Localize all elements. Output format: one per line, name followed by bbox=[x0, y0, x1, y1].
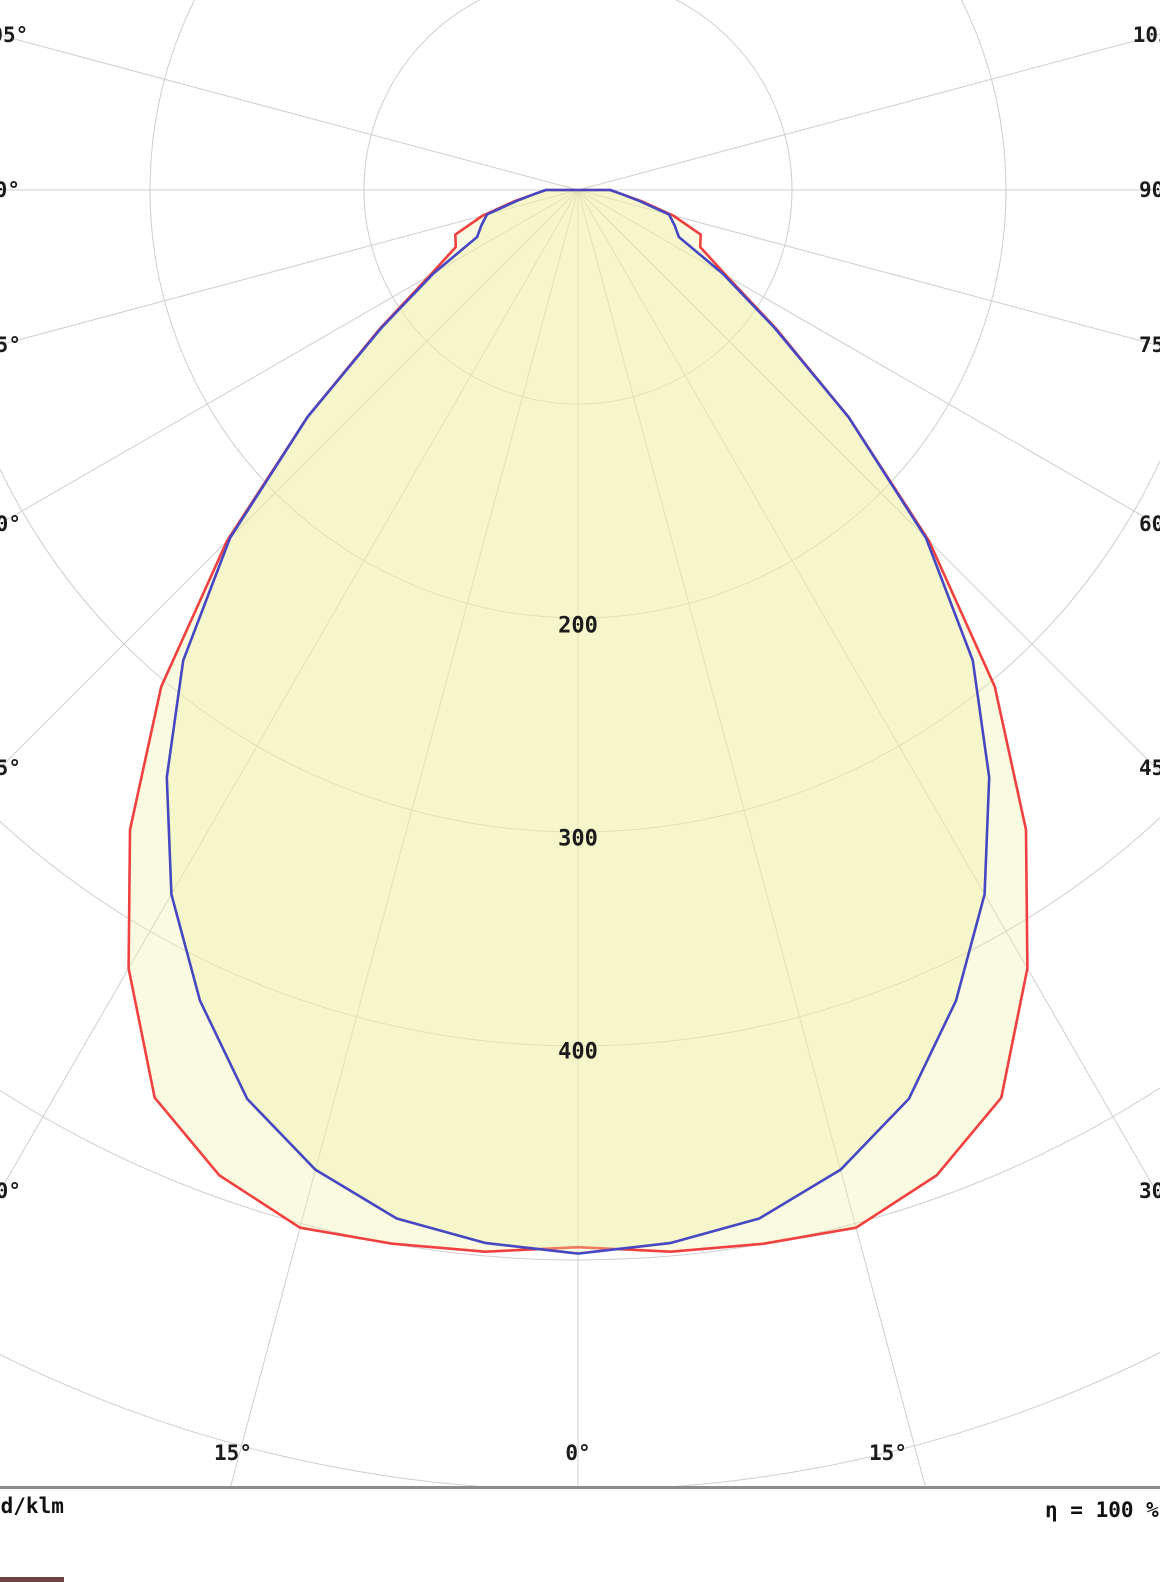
grid-radial-line bbox=[577, 189, 1160, 527]
grid-radial-line bbox=[577, 189, 1160, 1200]
legend-row-partial-cropped bbox=[0, 1577, 64, 1582]
footer-divider bbox=[0, 1486, 1160, 1489]
grid-radial-line bbox=[230, 189, 579, 1486]
grid-radial-line bbox=[577, 189, 926, 1486]
grid-radial-line bbox=[577, 189, 1160, 773]
grid-radial-line bbox=[0, 34, 579, 191]
angle-label: 60° bbox=[1139, 512, 1160, 536]
grid-radial-line bbox=[577, 189, 1160, 347]
units-label: cd/klm bbox=[0, 1494, 64, 1518]
curve-c90-c270 bbox=[165, 188, 991, 1255]
angle-label: 45° bbox=[0, 756, 21, 780]
angle-label: 90° bbox=[1139, 178, 1160, 202]
angle-label: 75° bbox=[0, 333, 21, 357]
angle-label: 15° bbox=[869, 1441, 907, 1465]
radial-tick-label: 200 bbox=[558, 614, 598, 639]
angle-label: 45° bbox=[1139, 756, 1160, 780]
grid-radial-line bbox=[0, 189, 579, 346]
radial-tick-label: 300 bbox=[558, 827, 598, 852]
angle-label: 105° bbox=[0, 23, 28, 47]
angle-label: 90° bbox=[0, 178, 20, 202]
curve-c0-c180 bbox=[127, 188, 1029, 1253]
angle-label: 0° bbox=[565, 1441, 590, 1465]
angle-label: 15° bbox=[214, 1441, 252, 1465]
polar-diagram: 200 300 400 105° 90° 75° 60° 45° 30° 15° 0° 15° 30° 4… bbox=[0, 0, 1160, 1486]
light-output-ratio-label: η = 100 % bbox=[1045, 1498, 1159, 1522]
angle-label: 75° bbox=[1139, 333, 1160, 357]
angle-label: 30° bbox=[0, 1179, 21, 1203]
grid-radial-line bbox=[0, 189, 579, 1193]
angle-label: 105° bbox=[1133, 23, 1160, 47]
grid-radial-line bbox=[0, 189, 579, 769]
radial-tick-label: 400 bbox=[558, 1040, 598, 1065]
angle-label: 60° bbox=[0, 512, 21, 536]
grid-radial-line bbox=[0, 189, 579, 525]
grid-radial-line bbox=[577, 33, 1160, 191]
angle-label: 30° bbox=[1139, 1179, 1160, 1203]
